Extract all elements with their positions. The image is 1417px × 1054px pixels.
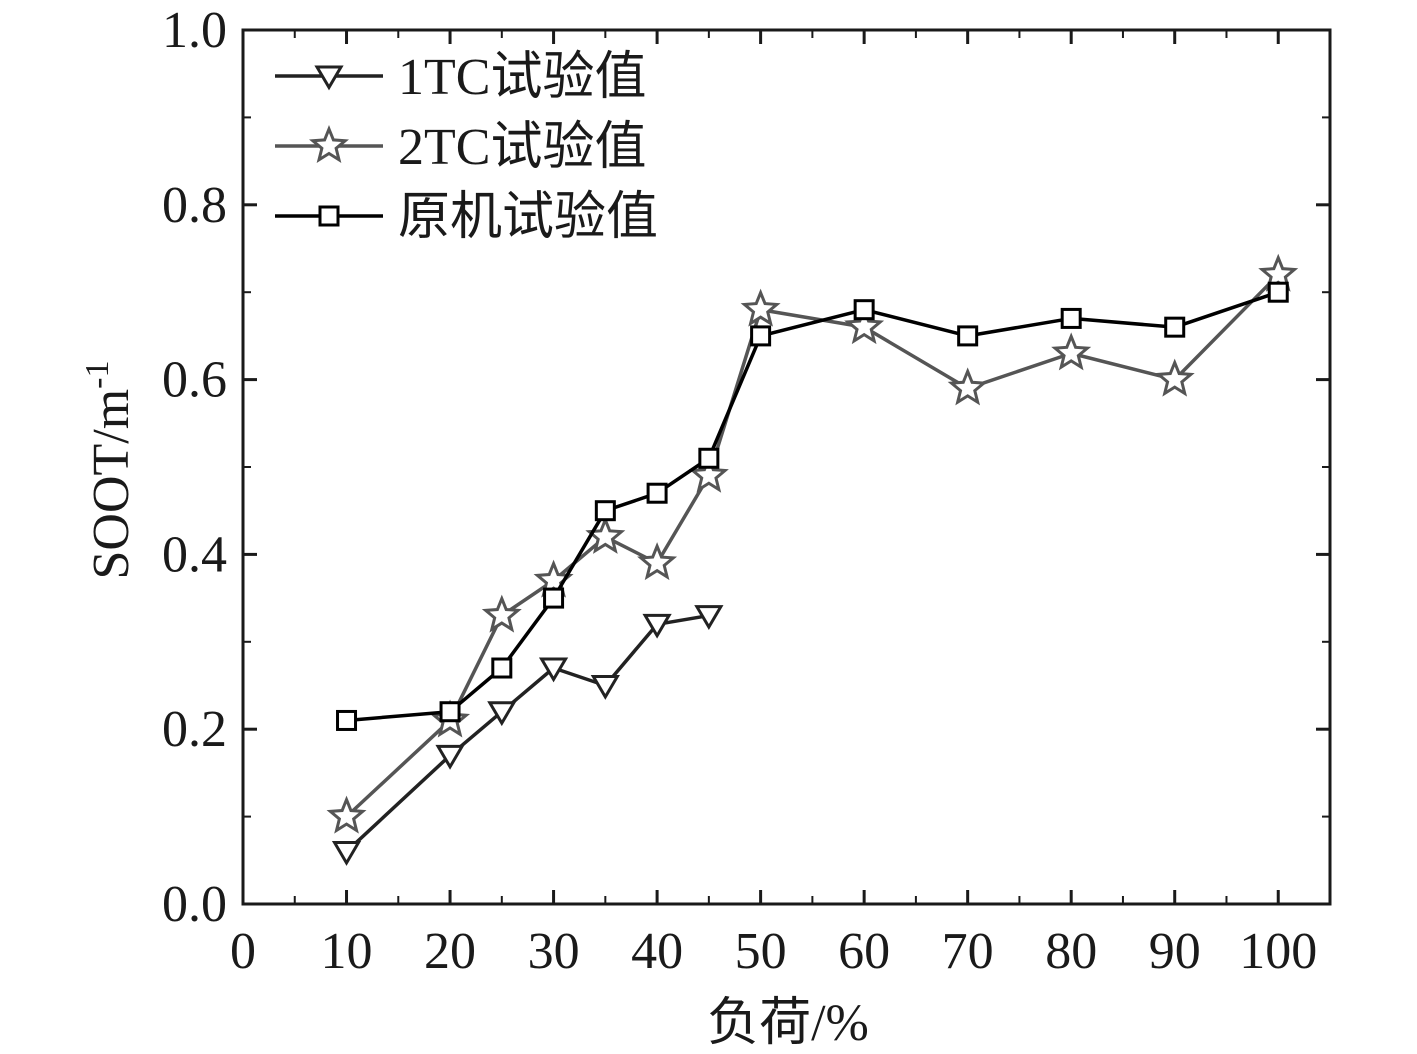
series-3-point: [853, 299, 875, 321]
y-tick-label: 0.6: [162, 352, 227, 409]
y-tick-label: 0.4: [162, 526, 227, 583]
series-layer: [326, 253, 1299, 866]
x-tick-label: 100: [1239, 923, 1317, 980]
legend-label-3: 原机试验值: [398, 189, 658, 246]
series-2-line: [345, 273, 1280, 818]
series-3-point: [646, 482, 668, 504]
series-2-point: [481, 594, 522, 633]
y-axis-title: SOOT/m-1: [79, 360, 140, 579]
legend-marker-1: [314, 65, 344, 91]
series-1-line: [345, 613, 710, 853]
series-1-point: [590, 675, 620, 700]
series-2-point: [1154, 358, 1195, 397]
series-2-point: [637, 542, 678, 581]
series-3-point: [1060, 307, 1082, 329]
series-3-line: [346, 290, 1279, 723]
y-axis-title-superscript: -1: [79, 360, 116, 388]
series-1: [331, 605, 724, 866]
series-3: [336, 281, 1289, 731]
series-1-point: [694, 605, 724, 630]
legend-label-1: 1TC试验值: [398, 49, 646, 106]
x-tick-label: 40: [631, 923, 683, 980]
series-3-point: [336, 709, 358, 731]
y-tick-label: 1.0: [162, 2, 227, 59]
series-1-point: [331, 841, 362, 866]
series-3-point: [750, 325, 772, 347]
legend-marker-3: [318, 205, 340, 227]
series-1-point: [487, 701, 517, 727]
x-axis-title: 负荷/%: [707, 995, 869, 1052]
x-tick-label: 20: [424, 923, 476, 980]
x-tick-label: 80: [1045, 923, 1097, 980]
x-tick-label: 60: [838, 923, 890, 980]
y-axis-title-base: SOOT/m: [83, 389, 140, 580]
series-3-point: [439, 701, 461, 723]
series-2-point: [844, 306, 885, 345]
legend-marker-2: [309, 124, 349, 163]
series-3-point: [1164, 316, 1186, 338]
series-1-point: [538, 657, 569, 683]
series-2-point: [740, 288, 781, 327]
series-3-point: [698, 447, 720, 469]
series-3-point: [594, 500, 616, 522]
legend-label-2: 2TC试验值: [398, 119, 646, 176]
series-1-point: [435, 744, 465, 770]
series-3-point: [957, 325, 979, 347]
x-tick-label: 70: [942, 923, 994, 980]
x-tick-label: 10: [321, 923, 373, 980]
x-tick-label: 30: [528, 923, 580, 980]
series-3-point: [1267, 281, 1289, 303]
series-2-point: [947, 367, 988, 406]
series-3-point: [491, 657, 513, 679]
x-axis: 0 10 20 30 40 50 60 70 80 90 100: [230, 30, 1317, 980]
x-tick-label: 0: [230, 923, 256, 980]
x-tick-label: 50: [735, 923, 787, 980]
series-2-point: [688, 454, 729, 493]
series-2: [326, 253, 1299, 834]
y-axis: 0.0 0.2 0.4 0.6 0.8 1.0: [162, 2, 1330, 933]
series-3-point: [543, 587, 565, 609]
y-tick-label: 0.2: [162, 701, 227, 758]
y-tick-label: 0.8: [162, 177, 227, 234]
x-tick-label: 90: [1149, 923, 1201, 980]
y-tick-label: 0.0: [162, 876, 227, 933]
series-1-point: [642, 613, 672, 639]
series-2-point: [326, 795, 367, 834]
series-2-point: [1051, 332, 1092, 371]
